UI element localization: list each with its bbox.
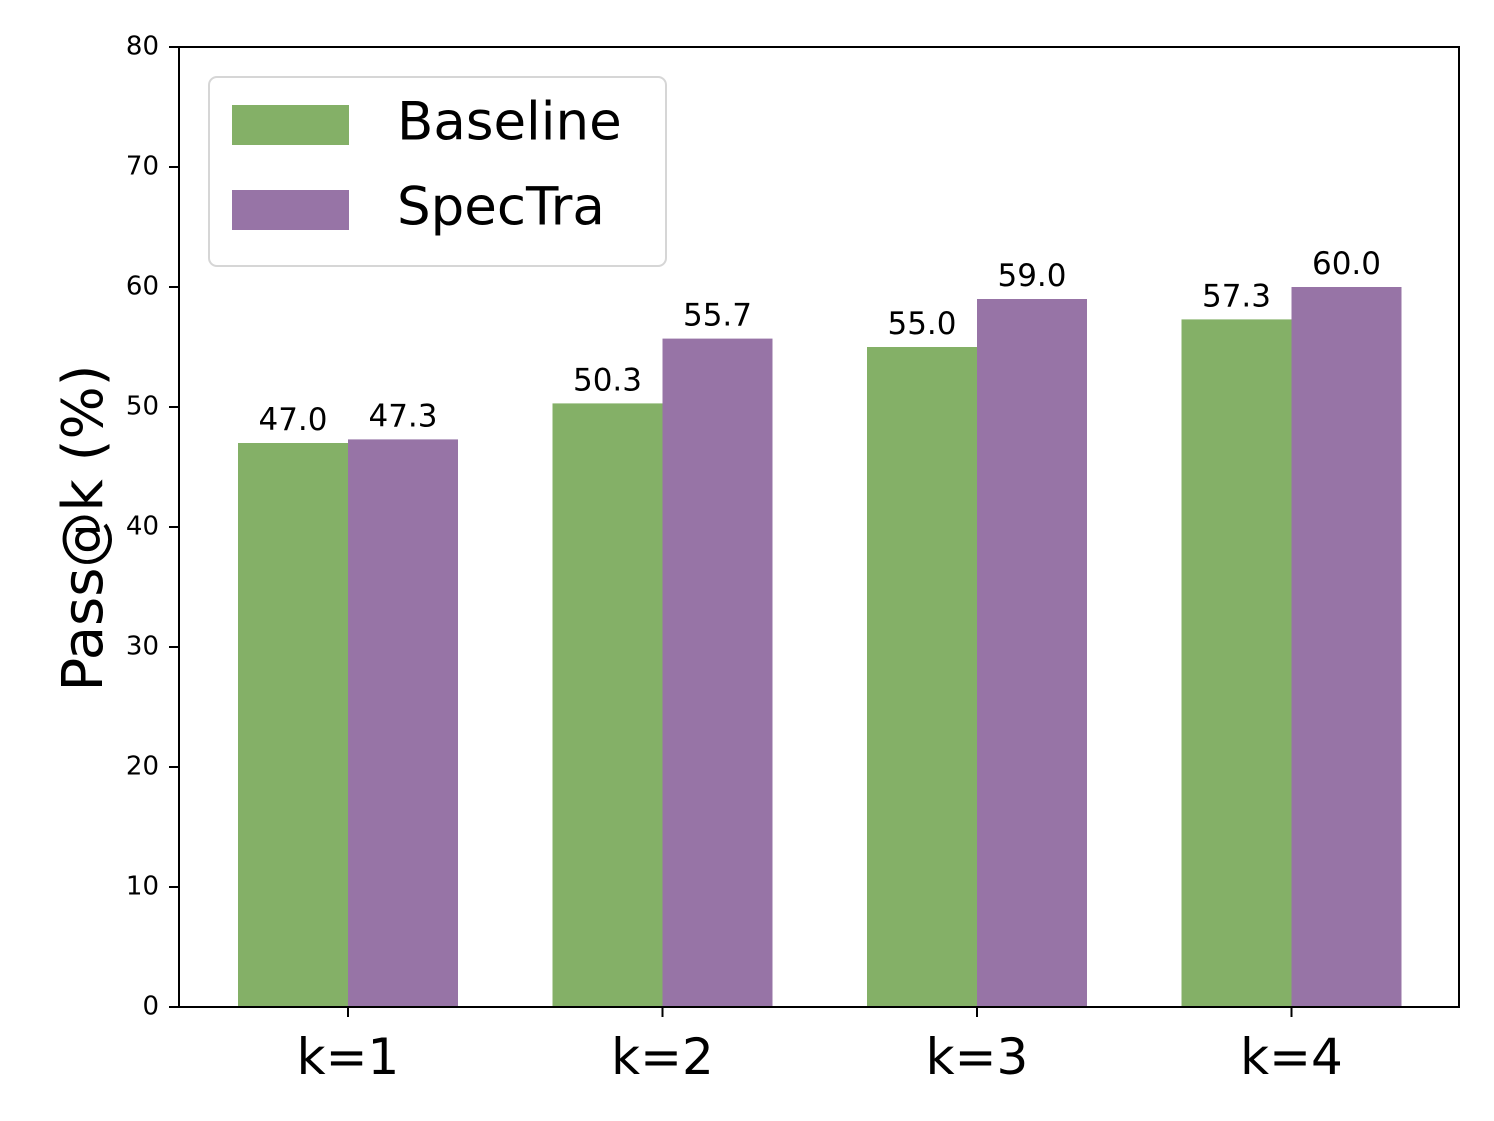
axes-layer: 0 10 20 30 40 50 60 70 80 k=1 k=2 k=3 k=4 [126, 32, 1460, 1086]
y-tick-label: 80 [126, 32, 159, 62]
x-tick-label: k=1 [297, 1028, 400, 1086]
legend-label-baseline: Baseline [397, 92, 622, 153]
x-tick-label: k=4 [1240, 1028, 1343, 1086]
legend: Baseline SpecTra [208, 76, 667, 267]
data-label: 55.0 [887, 306, 956, 342]
data-label: 59.0 [997, 258, 1066, 294]
bar-baseline-k=2 [552, 403, 663, 1007]
x-tick-label: k=3 [926, 1028, 1029, 1086]
y-tick-label: 70 [126, 152, 159, 182]
bar-baseline-k=3 [867, 347, 977, 1007]
y-axis-title: Pass@k (%) [51, 364, 116, 691]
data-label: 57.3 [1202, 278, 1271, 314]
legend-label-spectra: SpecTra [397, 177, 605, 238]
y-tick-label: 50 [126, 392, 159, 422]
bar-spectra-k=4 [1291, 287, 1402, 1007]
data-label: 55.7 [683, 298, 752, 334]
y-tick-label: 30 [126, 632, 159, 662]
legend-swatch-baseline [232, 105, 349, 145]
y-tick-label: 40 [126, 512, 159, 542]
y-tick-label: 20 [126, 752, 159, 782]
bar-spectra-k=2 [662, 338, 773, 1008]
bars-layer [238, 287, 1402, 1008]
bar-baseline-k=4 [1181, 319, 1292, 1007]
x-tick-label: k=2 [611, 1028, 714, 1086]
y-tick-label: 60 [126, 272, 159, 302]
y-tick-label: 0 [142, 992, 159, 1022]
data-label: 50.3 [573, 362, 642, 398]
data-label: 60.0 [1312, 246, 1381, 282]
bar-spectra-k=3 [977, 299, 1087, 1007]
data-label: 47.3 [368, 398, 437, 434]
data-label: 47.0 [258, 402, 327, 438]
y-tick-label: 10 [126, 872, 159, 902]
legend-swatch-spectra [232, 190, 349, 230]
bar-baseline-k=1 [238, 443, 348, 1007]
data-labels-layer: 47.0 50.3 55.0 57.3 47.3 55.7 59.0 60.0 [258, 246, 1381, 438]
bar-spectra-k=1 [348, 439, 458, 1007]
